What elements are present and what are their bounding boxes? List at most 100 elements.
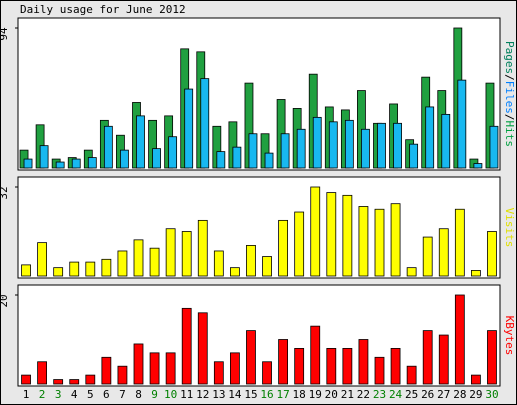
- bar: [344, 119, 354, 169]
- y-label-part: Pages: [503, 41, 516, 74]
- x-tick-label: 25: [405, 388, 418, 401]
- bar: [168, 136, 178, 169]
- bar: [342, 347, 353, 385]
- x-tick-label: 19: [309, 388, 322, 401]
- y-axis-label: KBytes: [503, 316, 516, 356]
- bar: [441, 113, 451, 169]
- bar: [152, 148, 161, 169]
- bar: [21, 374, 31, 385]
- bar: [262, 361, 272, 385]
- bar: [296, 128, 306, 169]
- x-tick-label: 14: [228, 388, 242, 401]
- x-tick-label: 10: [164, 388, 177, 401]
- x-tick-label: 28: [453, 388, 466, 401]
- bar: [438, 228, 449, 277]
- bar: [200, 78, 210, 169]
- x-tick-label: 21: [341, 388, 354, 401]
- x-tick-label: 20: [325, 388, 338, 401]
- bar: [390, 347, 401, 385]
- bar: [374, 208, 385, 277]
- x-tick-label: 4: [71, 388, 78, 401]
- bar: [53, 267, 64, 277]
- x-tick-label: 16: [260, 388, 273, 401]
- x-tick-label: 7: [119, 388, 126, 401]
- x-tick-label: 17: [276, 388, 289, 401]
- bar: [374, 356, 385, 385]
- bar: [69, 261, 80, 277]
- bar: [39, 145, 49, 169]
- x-tick-label: 30: [485, 388, 498, 401]
- x-tick-label: 18: [293, 388, 306, 401]
- bar: [487, 330, 497, 385]
- bar: [181, 307, 192, 385]
- bar: [165, 352, 176, 385]
- bar: [197, 219, 208, 277]
- y-axis-label: Pages/Files/Hits: [503, 41, 516, 147]
- bar: [87, 157, 97, 169]
- bar: [117, 250, 128, 277]
- bar: [165, 228, 176, 277]
- bar: [248, 133, 258, 169]
- bar: [149, 247, 160, 277]
- bar: [393, 122, 402, 169]
- bar: [136, 115, 145, 169]
- bar: [454, 208, 465, 277]
- y-label-part: Files: [503, 81, 516, 114]
- x-tick-label: 9: [151, 388, 158, 401]
- x-tick-label: 13: [212, 388, 225, 401]
- bar: [278, 339, 289, 385]
- bar: [120, 149, 129, 169]
- bar: [326, 347, 337, 385]
- bar: [422, 236, 433, 277]
- bar: [312, 116, 322, 169]
- bar: [181, 231, 192, 277]
- bar: [21, 264, 31, 277]
- bar: [85, 374, 96, 385]
- x-tick-label: 15: [244, 388, 257, 401]
- bar: [184, 88, 194, 169]
- bar: [278, 219, 289, 277]
- y-label-part: /: [503, 114, 516, 121]
- x-tick-label: 5: [87, 388, 94, 401]
- x-tick-label: 1: [23, 388, 30, 401]
- bar: [103, 125, 113, 169]
- y-axis-label: Visits: [503, 208, 516, 248]
- x-tick-label: 3: [55, 388, 62, 401]
- y-label-part: Hits: [503, 121, 516, 148]
- panel: [17, 176, 501, 279]
- x-tick-label: 8: [135, 388, 142, 401]
- bar: [71, 158, 81, 169]
- bar: [133, 239, 144, 277]
- bar: [326, 192, 337, 277]
- bar: [406, 267, 417, 277]
- bar: [37, 361, 47, 385]
- bar: [23, 158, 33, 169]
- bar: [216, 151, 226, 169]
- x-tick-label: 11: [180, 388, 193, 401]
- bar: [489, 125, 499, 169]
- bar: [101, 356, 112, 385]
- bar: [37, 242, 47, 277]
- bar: [246, 330, 256, 385]
- x-tick-label: 27: [437, 388, 450, 401]
- x-tick-label: 12: [196, 388, 209, 401]
- bar: [294, 211, 305, 277]
- bar: [361, 128, 370, 169]
- bar: [310, 186, 321, 277]
- y-tick-label: 94: [0, 27, 10, 41]
- x-tick-label: 6: [103, 388, 110, 401]
- bar: [454, 294, 465, 385]
- bar: [213, 250, 224, 277]
- bar: [377, 122, 386, 169]
- bar: [470, 270, 481, 277]
- bar: [457, 79, 467, 169]
- bar: [425, 106, 435, 169]
- bar: [328, 121, 338, 169]
- x-tick-label: 22: [357, 388, 370, 401]
- bar: [310, 325, 321, 385]
- bar: [406, 365, 417, 385]
- bar: [262, 256, 272, 277]
- bar: [409, 143, 419, 169]
- bar: [294, 347, 305, 385]
